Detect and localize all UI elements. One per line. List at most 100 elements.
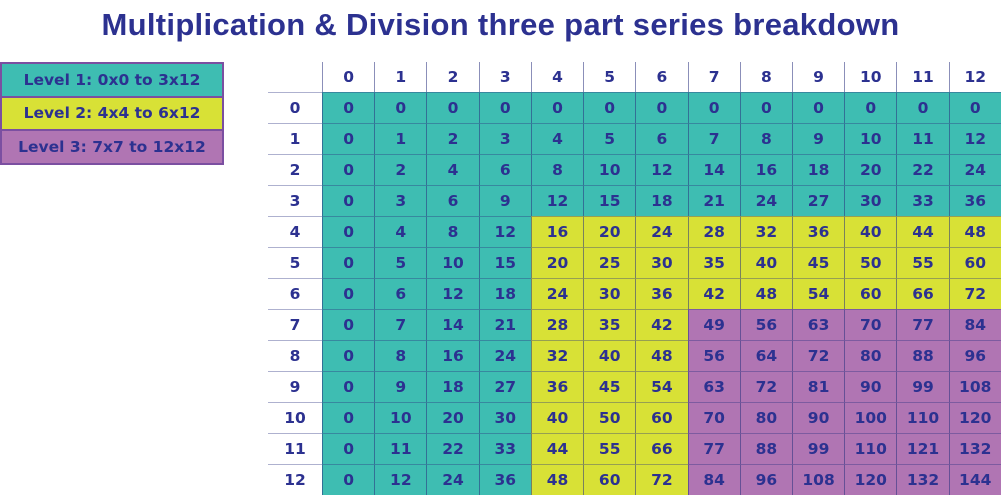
table-cell: 132 — [948, 433, 1001, 464]
table-cell: 18 — [478, 278, 531, 309]
table-cell: 25 — [583, 247, 636, 278]
table-cell: 50 — [583, 402, 636, 433]
table-cell: 42 — [687, 278, 740, 309]
table-cell: 70 — [844, 309, 897, 340]
table-cell: 72 — [739, 371, 792, 402]
table-cell: 48 — [739, 278, 792, 309]
table-cell: 64 — [739, 340, 792, 371]
table-cell: 21 — [687, 185, 740, 216]
table-cell: 21 — [478, 309, 531, 340]
table-cell: 16 — [530, 216, 584, 247]
table-cell: 36 — [948, 185, 1001, 216]
row-header: 1 — [268, 123, 322, 154]
legend-item-label: Level 3: 7x7 to 12x12 — [18, 137, 206, 156]
table-cell: 44 — [530, 433, 584, 464]
table-cell: 20 — [583, 216, 636, 247]
table-cell: 35 — [583, 309, 636, 340]
column-header: 12 — [948, 62, 1001, 92]
table-cell: 0 — [322, 185, 375, 216]
table-cell: 9 — [478, 185, 531, 216]
table-cell: 0 — [374, 92, 427, 123]
table-cell: 24 — [530, 278, 584, 309]
table-cell: 5 — [583, 123, 636, 154]
table-cell: 2 — [426, 123, 479, 154]
table-cell: 8 — [530, 154, 584, 185]
table-cell: 24 — [739, 185, 792, 216]
row-header: 11 — [268, 433, 322, 464]
table-cell: 50 — [844, 247, 897, 278]
table-cell: 24 — [426, 464, 479, 495]
table-cell: 120 — [844, 464, 897, 495]
table-cell: 10 — [583, 154, 636, 185]
table-cell: 56 — [739, 309, 792, 340]
table-cell: 6 — [426, 185, 479, 216]
row-header: 5 — [268, 247, 322, 278]
table-cell: 33 — [896, 185, 949, 216]
table-cell: 24 — [948, 154, 1001, 185]
table-cell: 4 — [530, 123, 584, 154]
table-cell: 108 — [791, 464, 845, 495]
legend-item-level3: Level 3: 7x7 to 12x12 — [2, 129, 222, 163]
table-cell: 80 — [739, 402, 792, 433]
table-cell: 4 — [374, 216, 427, 247]
table-cell: 24 — [478, 340, 531, 371]
table-cell: 18 — [426, 371, 479, 402]
table-cell: 10 — [374, 402, 427, 433]
table-cell: 0 — [322, 247, 375, 278]
table-cell: 0 — [896, 92, 949, 123]
column-header: 11 — [896, 62, 948, 92]
table-cell: 0 — [791, 92, 845, 123]
column-header: 3 — [478, 62, 531, 92]
table-cell: 0 — [322, 123, 375, 154]
table-cell: 8 — [374, 340, 427, 371]
table-cell: 0 — [739, 92, 792, 123]
table-cell: 12 — [635, 154, 688, 185]
table-cell: 6 — [635, 123, 688, 154]
table-cell: 7 — [374, 309, 427, 340]
table-cell: 81 — [791, 371, 845, 402]
table-cell: 0 — [322, 92, 375, 123]
table-cell: 110 — [844, 433, 897, 464]
table-cell: 60 — [635, 402, 688, 433]
row-header: 3 — [268, 185, 322, 216]
table-cell: 48 — [530, 464, 584, 495]
table-cell: 88 — [739, 433, 792, 464]
table-cell: 121 — [896, 433, 949, 464]
table-cell: 12 — [948, 123, 1001, 154]
table-cell: 110 — [896, 402, 949, 433]
table-cell: 70 — [687, 402, 740, 433]
table-cell: 45 — [791, 247, 845, 278]
table-cell: 11 — [374, 433, 427, 464]
column-header: 1 — [374, 62, 426, 92]
table-cell: 0 — [583, 92, 636, 123]
table-cell: 72 — [791, 340, 845, 371]
table-cell: 12 — [426, 278, 479, 309]
table-cell: 12 — [478, 216, 531, 247]
table-cell: 0 — [322, 371, 375, 402]
table-cell: 55 — [896, 247, 949, 278]
table-cell: 12 — [530, 185, 584, 216]
table-cell: 56 — [687, 340, 740, 371]
table-cell: 80 — [844, 340, 897, 371]
table-cell: 8 — [739, 123, 792, 154]
table-cell: 28 — [687, 216, 740, 247]
table-cell: 77 — [896, 309, 949, 340]
column-header: 4 — [530, 62, 583, 92]
table-cell: 72 — [635, 464, 688, 495]
table-cell: 36 — [635, 278, 688, 309]
column-header: 2 — [426, 62, 478, 92]
column-header: 9 — [791, 62, 844, 92]
table-cell: 18 — [791, 154, 845, 185]
table-cell: 88 — [896, 340, 949, 371]
table-cell: 30 — [635, 247, 688, 278]
column-header: 5 — [583, 62, 635, 92]
table-cell: 6 — [374, 278, 427, 309]
row-header: 4 — [268, 216, 322, 247]
table-cell: 36 — [791, 216, 845, 247]
table-cell: 0 — [322, 154, 375, 185]
table-cell: 54 — [791, 278, 845, 309]
table-cell: 0 — [322, 216, 375, 247]
table-cell: 44 — [896, 216, 949, 247]
table-cell: 24 — [635, 216, 688, 247]
table-cell: 10 — [426, 247, 479, 278]
